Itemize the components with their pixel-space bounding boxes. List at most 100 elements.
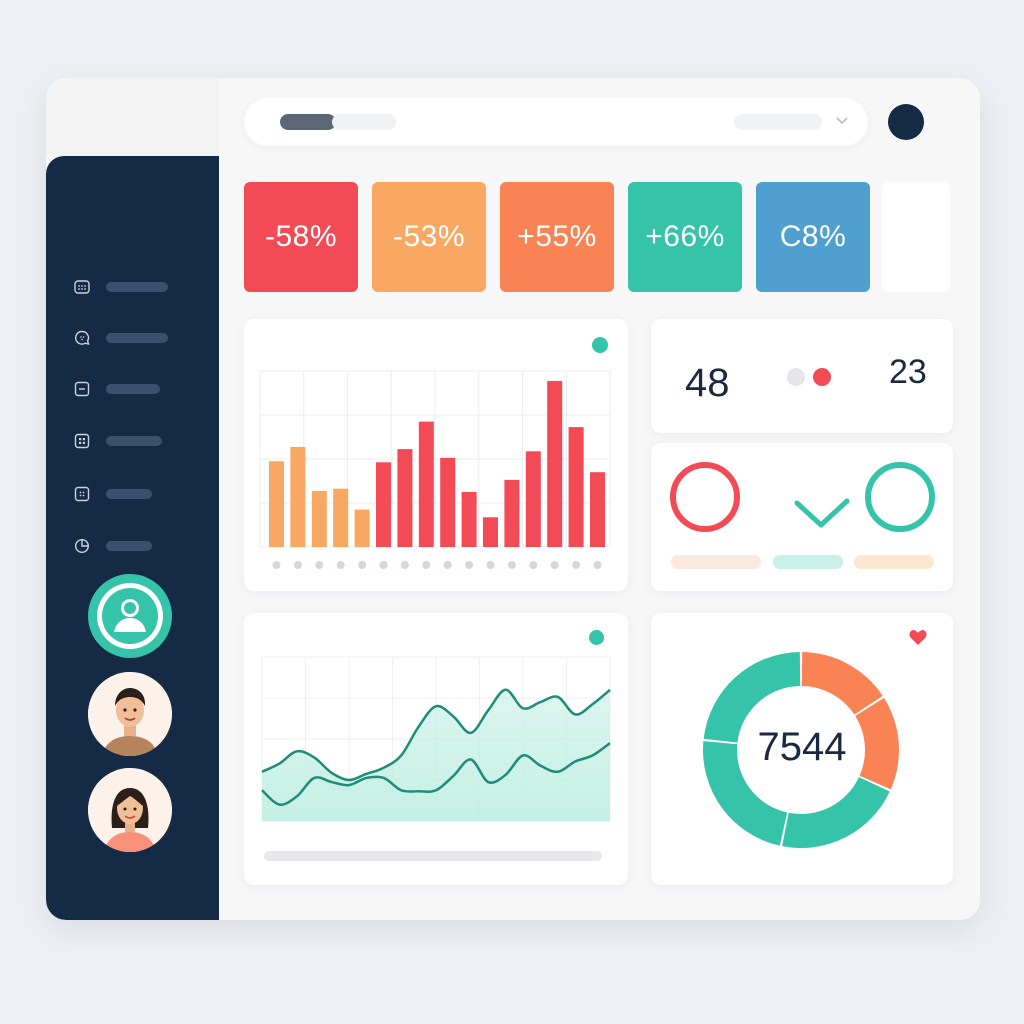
status-dot [589, 630, 604, 645]
x-axis-marker [465, 561, 474, 569]
sidebar-header [46, 78, 219, 156]
donut-slice [782, 777, 890, 848]
x-axis-marker [293, 561, 302, 569]
minus-box-icon [74, 381, 90, 397]
bar [504, 479, 520, 547]
kpi-tile-4[interactable]: +66% [628, 182, 742, 292]
bar [333, 488, 349, 547]
search-placeholder-block [280, 114, 336, 130]
donut-center-value: 7544 [757, 725, 847, 769]
scroll-track[interactable] [264, 851, 602, 861]
check-icon [794, 498, 850, 528]
chevron-down-icon[interactable] [834, 112, 850, 133]
avatar-placeholder[interactable] [88, 574, 172, 658]
x-axis-marker [486, 561, 495, 569]
sidebar-item-2[interactable] [74, 327, 168, 349]
profile-button[interactable] [888, 104, 924, 140]
legend-bar-3 [854, 555, 934, 569]
kpi-tile-3[interactable]: +55% [500, 182, 614, 292]
bar [290, 446, 306, 547]
grid-icon [74, 279, 90, 295]
ring-icon-teal [865, 462, 935, 532]
kpi-value: -53% [392, 220, 466, 253]
x-axis-marker [572, 561, 581, 569]
bar [354, 509, 370, 547]
kpi-value: +55% [517, 220, 597, 253]
stats-card: 48 23 [651, 319, 953, 433]
series-line [261, 742, 611, 806]
kpi-tile-2[interactable]: -53% [372, 182, 486, 292]
x-axis-marker [358, 561, 367, 569]
sidebar-item-label [106, 541, 152, 551]
heart-icon[interactable] [908, 628, 928, 648]
stat-value-right: 23 [889, 353, 927, 391]
kpi-value: C8% [779, 220, 847, 253]
legend-bar-1 [671, 555, 761, 569]
x-axis-marker [315, 561, 324, 569]
filter-placeholder-block [734, 114, 822, 130]
line-chart-card [244, 613, 628, 885]
toggle-dot-on[interactable] [813, 368, 831, 386]
x-axis-marker [529, 561, 538, 569]
dashboard-window: -58% -53% +55% +66% C8% 48 23 [46, 78, 980, 920]
sidebar-item-label [106, 489, 152, 499]
kpi-tile-1[interactable]: -58% [244, 182, 358, 292]
search-placeholder-block [332, 114, 396, 130]
sidebar-item-6[interactable] [74, 535, 152, 557]
search-bar[interactable] [244, 98, 868, 146]
donut-chart-card: 7544 [651, 613, 953, 885]
bar [440, 457, 456, 547]
bar-chart-card [244, 319, 628, 591]
avatar-man[interactable] [88, 672, 172, 756]
toggle-dot-off[interactable] [787, 368, 805, 386]
x-axis-marker [336, 561, 345, 569]
x-axis-marker [593, 561, 602, 569]
bar [376, 462, 391, 547]
kpi-tile-empty[interactable] [882, 182, 950, 292]
avatar-woman[interactable] [88, 768, 172, 852]
kpi-value: -58% [264, 220, 338, 253]
sidebar-item-label [106, 333, 168, 343]
x-axis-marker [272, 561, 281, 569]
x-axis-marker [443, 561, 452, 569]
bar [590, 472, 605, 547]
bar [269, 461, 284, 547]
donut-chart [703, 652, 899, 848]
chat-icon [74, 330, 90, 346]
status-card [651, 443, 953, 591]
bar [418, 421, 434, 547]
donut-slice [703, 741, 788, 846]
kpi-tile-5[interactable]: C8% [756, 182, 870, 292]
donut-slice [703, 652, 801, 743]
sidebar-item-label [106, 436, 162, 446]
apps-icon [74, 433, 90, 449]
sidebar [46, 156, 219, 920]
bar [483, 517, 498, 547]
ring-icon-red [670, 462, 740, 532]
bar [525, 451, 541, 547]
sidebar-item-label [106, 282, 168, 292]
x-axis-marker [400, 561, 409, 569]
bar [397, 449, 413, 547]
bar [547, 380, 563, 547]
kpi-value: +66% [645, 220, 725, 253]
bar [311, 490, 327, 547]
sidebar-item-3[interactable] [74, 378, 160, 400]
sidebar-item-5[interactable] [74, 483, 152, 505]
stat-value-left: 48 [685, 361, 730, 405]
pie-chart-icon [74, 538, 90, 554]
sidebar-item-label [106, 384, 160, 394]
legend-bar-2 [773, 555, 843, 569]
dots-box-icon [74, 486, 90, 502]
sidebar-item-4[interactable] [74, 430, 162, 452]
donut-slice [855, 697, 899, 790]
area-fill [262, 689, 610, 821]
bar [461, 492, 477, 547]
series-line [261, 688, 611, 782]
bar-chart [259, 370, 611, 569]
x-axis-marker [507, 561, 516, 569]
area-chart [261, 656, 611, 822]
x-axis-marker [550, 561, 559, 569]
status-dot [592, 337, 608, 353]
sidebar-item-1[interactable] [74, 276, 168, 298]
